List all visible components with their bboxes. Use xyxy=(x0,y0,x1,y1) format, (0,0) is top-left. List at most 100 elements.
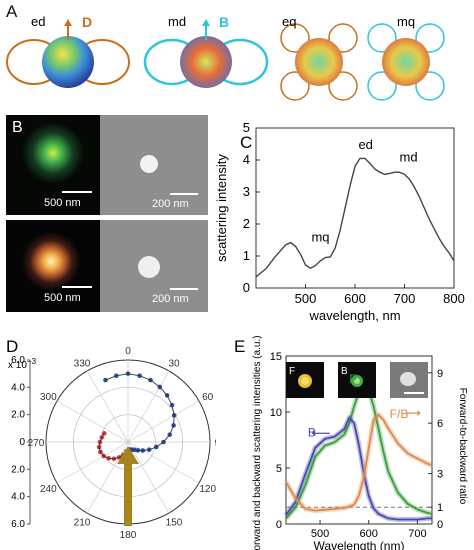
inset-label: B xyxy=(341,366,348,377)
y2-tick-label: 1 xyxy=(437,502,443,514)
label-eq: eq xyxy=(282,14,296,29)
polar-spoke xyxy=(56,441,129,484)
y-axis-label: Forward and backward scattering intensit… xyxy=(252,335,263,550)
y-tick-label: 2 xyxy=(243,216,250,231)
y-axis-label: scattering intensity xyxy=(214,154,229,262)
forward-data-point xyxy=(103,377,108,383)
incident-arrow-shaft xyxy=(124,460,132,526)
y2-tick-label: 6 xyxy=(437,418,443,430)
panel-d-polar-chart: D x 10−3 6.0 4.0 2.0 0 2.0 4.0 6.0 0 30 60 90 120 15… xyxy=(6,337,216,541)
scale-bar xyxy=(170,193,198,195)
x-tick-label: 500 xyxy=(295,291,317,306)
radial-tick-label: 6.0 xyxy=(11,355,25,366)
y2-tick-label: 9 xyxy=(437,368,443,380)
scale-label: 500 nm xyxy=(44,292,81,304)
scale-label: 500 nm xyxy=(44,197,81,209)
angle-label: 300 xyxy=(40,392,57,403)
inset-F: F xyxy=(286,362,324,398)
polar-spoke xyxy=(127,400,200,443)
angle-label: 90 xyxy=(214,438,216,449)
backward-data-point xyxy=(101,431,107,436)
radial-tick-label: 2.0 xyxy=(11,464,25,475)
x-tick-label: 600 xyxy=(344,291,366,306)
y-tick-label: 0 xyxy=(243,280,250,295)
arrow-right-icon xyxy=(417,410,421,417)
ed-mode: ed D xyxy=(6,14,130,88)
y-tick-label: 10 xyxy=(270,407,282,419)
angle-label: 120 xyxy=(199,484,216,495)
label-D: D xyxy=(82,14,92,30)
y2-tick-label: 0 xyxy=(437,519,443,531)
sem-image-top: 200 nm xyxy=(100,115,208,215)
angle-label: 30 xyxy=(168,358,180,369)
scale-label: 200 nm xyxy=(152,198,189,210)
backward-fit-line xyxy=(98,433,127,460)
polar-spoke xyxy=(127,370,170,443)
nanoparticle xyxy=(140,155,158,173)
scale-label: 200 nm xyxy=(152,293,189,305)
sem-image-bottom: 200 nm xyxy=(100,220,208,312)
polar-points xyxy=(96,371,177,526)
sphere xyxy=(295,38,343,86)
inset-label: F xyxy=(289,366,295,377)
incident-arrow-icon xyxy=(117,446,139,464)
sphere xyxy=(42,36,94,88)
y2-axis-label: Forward-to-backward ratio xyxy=(457,388,468,505)
series-line xyxy=(285,413,433,512)
radial-tick-label: 4.0 xyxy=(11,382,25,393)
x-tick-label: 700 xyxy=(394,291,416,306)
optical-image-orange: 500 nm xyxy=(6,220,100,312)
x-axis-label: Wavelength (nm) xyxy=(314,539,405,550)
x-tick-label: 700 xyxy=(408,528,426,540)
angle-label: 210 xyxy=(74,518,91,529)
panel-e-chart: E 500 600 700 0 5 10 15 0 1 3 6 9 F B F B F/B Wavel… xyxy=(234,335,468,550)
polar-spoke xyxy=(86,441,129,514)
radial-tick-label: 2.0 xyxy=(11,410,25,421)
y-tick-label: 1 xyxy=(243,248,250,263)
annotation-FB: F/B xyxy=(390,407,409,421)
label-mq: mq xyxy=(397,14,415,29)
label-md: md xyxy=(168,14,186,29)
inset-sem xyxy=(390,362,428,398)
mq-mode: mq xyxy=(367,14,445,101)
angle-label: 60 xyxy=(202,392,214,403)
x-axis-label: wavelength, nm xyxy=(308,308,400,323)
radial-tick-label: 4.0 xyxy=(11,492,25,503)
y-tick-label: 5 xyxy=(276,463,282,475)
x-tick-label: 600 xyxy=(360,528,378,540)
angle-label: 0 xyxy=(125,346,131,357)
sphere xyxy=(382,38,430,86)
angle-label: 330 xyxy=(74,358,91,369)
panel-a-letter: A xyxy=(6,2,18,21)
panel-e-letter: E xyxy=(234,337,245,356)
peak-label-ed: ed xyxy=(358,137,372,152)
md-mode: md B xyxy=(143,14,269,88)
dipole-arrow-icon xyxy=(202,19,210,26)
angle-label: 270 xyxy=(28,438,45,449)
peak-label-mq: mq xyxy=(311,230,329,245)
x-tick-label: 500 xyxy=(311,528,329,540)
forward-fit-line xyxy=(105,373,175,451)
scale-bar xyxy=(170,288,198,290)
x-tick-label: 800 xyxy=(443,291,465,306)
y2-tick-label: 3 xyxy=(437,469,443,481)
inset-B: B xyxy=(338,362,376,398)
eq-mode: eq xyxy=(280,14,358,101)
plot-frame xyxy=(285,355,433,525)
series-line xyxy=(285,416,432,521)
angle-label: 240 xyxy=(40,484,57,495)
panel-c-letter: C xyxy=(240,133,252,152)
panel-a-figure: ed D md B eq mq xyxy=(6,14,445,101)
polar-spoke xyxy=(127,441,200,484)
polar-spoke xyxy=(127,441,170,514)
sphere xyxy=(180,36,232,88)
radial-tick-label: 6.0 xyxy=(11,519,25,530)
optical-image-green: B 500 nm xyxy=(6,115,100,215)
nanoparticle xyxy=(138,256,160,278)
arrow-left-icon xyxy=(311,430,316,437)
panel-d-letter: D xyxy=(6,337,18,356)
series-line xyxy=(255,157,455,278)
radial-scale-label: x 10−3 xyxy=(8,357,37,371)
y-tick-label: 4 xyxy=(243,152,250,167)
peak-label-md: md xyxy=(400,150,418,165)
